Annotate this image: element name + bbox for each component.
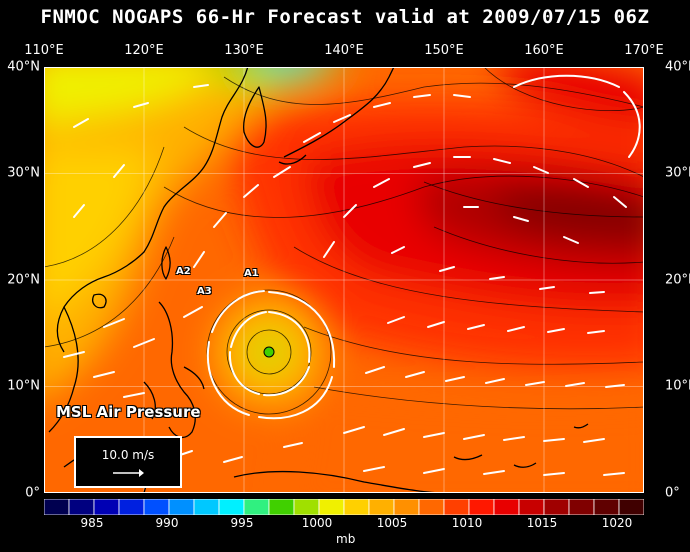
colorbar-label-1015: 1015 xyxy=(526,516,558,530)
colorbar-swatch xyxy=(443,499,470,515)
colorbar-swatch xyxy=(93,499,120,515)
lat-tick-0-right: 0° xyxy=(665,485,680,501)
lat-tick-40-right: 40°N xyxy=(665,59,690,75)
colorbar-swatch xyxy=(143,499,170,515)
vector-legend-box: 10.0 m/s xyxy=(74,436,182,488)
lon-tick-140: 140°E xyxy=(324,43,364,58)
colorbar-swatch xyxy=(343,499,370,515)
colorbar-swatch xyxy=(593,499,620,515)
isobar-contours xyxy=(44,67,644,415)
colorbar-swatch xyxy=(68,499,95,515)
map-title: FNMOC NOGAPS 66-Hr Forecast valid at 200… xyxy=(40,6,650,28)
colorbar-swatch xyxy=(518,499,545,515)
coastlines xyxy=(48,67,589,493)
colorbar-swatch xyxy=(44,499,70,515)
lat-tick-40-left: 40°N xyxy=(7,59,40,75)
colorbar-swatch xyxy=(118,499,145,515)
colorbar-label-1005: 1005 xyxy=(376,516,408,530)
vector-legend-arrow-icon xyxy=(113,469,144,477)
lat-tick-10-left: 10°N xyxy=(7,378,40,394)
colorbar-swatch xyxy=(543,499,570,515)
colorbar-swatch xyxy=(243,499,270,515)
lat-tick-20-left: 20°N xyxy=(7,272,40,288)
lat-tick-30-left: 30°N xyxy=(7,165,40,181)
lon-tick-150: 150°E xyxy=(424,43,464,58)
colorbar-unit: mb xyxy=(336,532,356,546)
vector-legend-label: 10.0 m/s xyxy=(101,448,155,462)
colorbar-swatch xyxy=(268,499,295,515)
colorbar-swatch xyxy=(493,499,520,515)
lat-tick-30-right: 30°N xyxy=(665,165,690,181)
colorbar-swatch xyxy=(418,499,445,515)
colorbar-label-985: 985 xyxy=(80,516,104,530)
station-label-a1: A1 xyxy=(244,268,259,279)
lon-tick-170: 170°E xyxy=(624,43,664,58)
colorbar-swatch xyxy=(618,499,644,515)
station-label-a2: A2 xyxy=(176,266,191,277)
lon-tick-130: 130°E xyxy=(224,43,264,58)
graticule xyxy=(44,67,644,493)
colorbar-swatch xyxy=(393,499,420,515)
colorbar-swatch xyxy=(218,499,245,515)
lon-tick-120: 120°E xyxy=(124,43,164,58)
colorbar-swatch xyxy=(368,499,395,515)
lat-tick-10-right: 10°N xyxy=(665,378,690,394)
colorbar-swatch xyxy=(568,499,595,515)
field-label: MSL Air Pressure xyxy=(56,403,201,421)
colorbar-swatch xyxy=(318,499,345,515)
wind-vectors xyxy=(63,74,641,476)
colorbar-label-990: 990 xyxy=(155,516,179,530)
colorbar-swatch xyxy=(293,499,320,515)
colorbar-label-1010: 1010 xyxy=(451,516,483,530)
lat-tick-0-left: 0° xyxy=(25,485,40,501)
colorbar-label-1020: 1020 xyxy=(601,516,633,530)
typhoon-center xyxy=(263,346,275,358)
colorbar-swatch xyxy=(168,499,195,515)
station-label-a3: A3 xyxy=(197,286,212,297)
lon-tick-110: 110°E xyxy=(24,43,64,58)
colorbar-label-1000: 1000 xyxy=(301,516,333,530)
colorbar-swatch xyxy=(468,499,495,515)
pressure-map xyxy=(44,67,644,493)
colorbar xyxy=(44,499,644,515)
lon-tick-160: 160°E xyxy=(524,43,564,58)
colorbar-label-995: 995 xyxy=(230,516,254,530)
colorbar-swatch xyxy=(193,499,220,515)
lat-tick-20-right: 20°N xyxy=(665,272,690,288)
